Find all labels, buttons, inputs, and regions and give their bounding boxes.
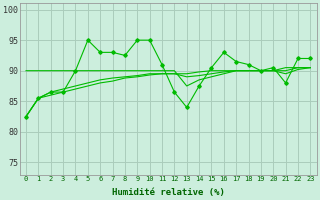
X-axis label: Humidité relative (%): Humidité relative (%): [112, 188, 225, 197]
